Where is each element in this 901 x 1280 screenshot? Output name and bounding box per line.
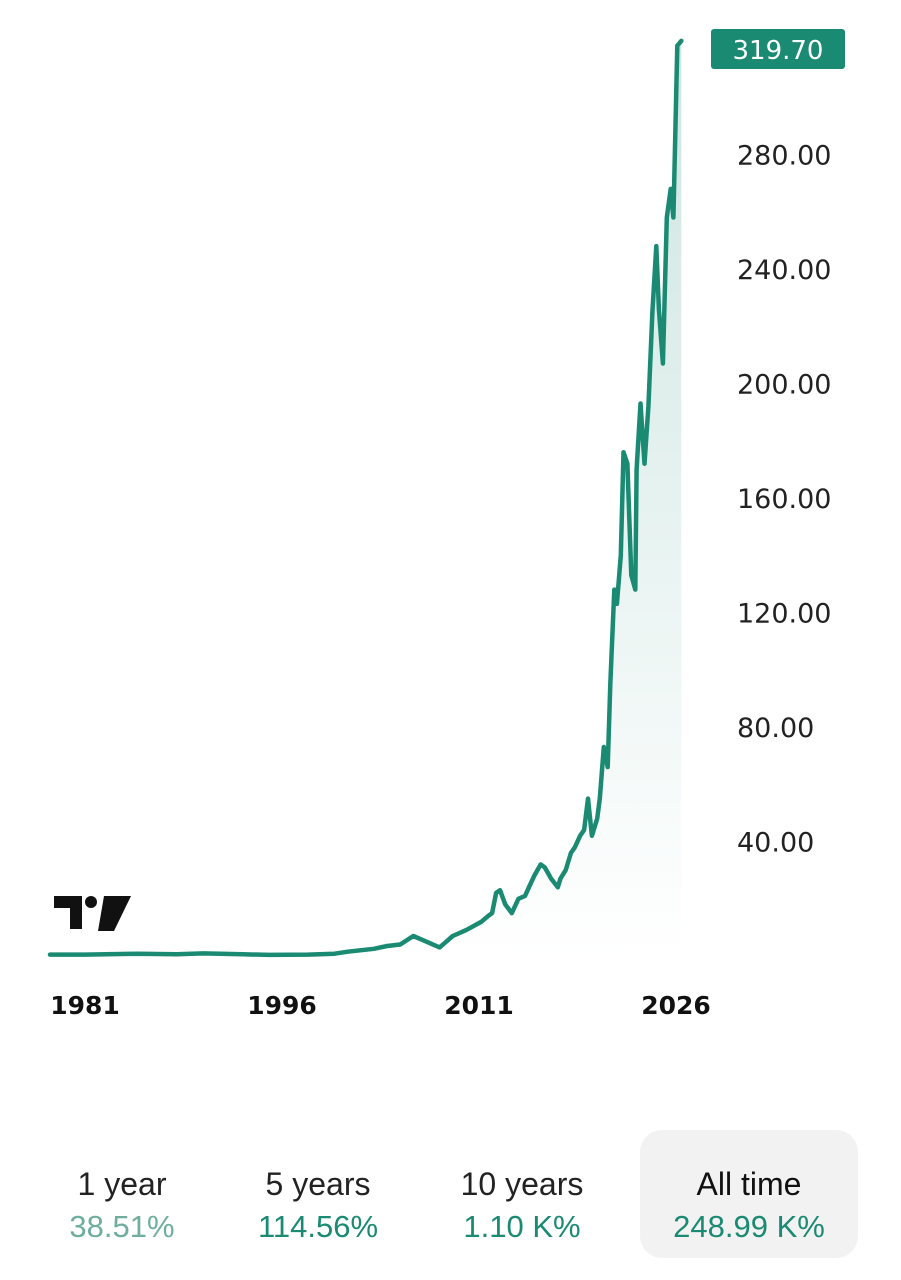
y-tick-label: 160.00: [737, 484, 831, 515]
period-value: 1.10 K%: [463, 1209, 581, 1244]
x-tick-label: 2026: [641, 991, 711, 1020]
period-10-years[interactable]: 10 years 1.10 K%: [416, 1130, 628, 1258]
y-tick-label: 240.00: [737, 255, 831, 286]
last-price-badge: 319.70: [711, 29, 845, 69]
period-5-years[interactable]: 5 years 114.56%: [220, 1130, 416, 1258]
y-tick-label: 120.00: [737, 599, 831, 630]
tradingview-logo-icon: [54, 896, 131, 931]
period-value: 38.51%: [69, 1209, 175, 1244]
x-tick-label: 2011: [444, 991, 514, 1020]
y-tick-label: 40.00: [737, 828, 814, 859]
period-label: 1 year: [77, 1166, 167, 1202]
y-tick-label: 280.00: [737, 141, 831, 172]
period-label: All time: [696, 1166, 802, 1202]
x-tick-label: 1996: [247, 991, 317, 1020]
last-price-label: 319.70: [733, 36, 824, 66]
period-label: 5 years: [265, 1166, 371, 1202]
y-tick-label: 80.00: [737, 713, 814, 744]
price-chart: 40.00 80.00 120.00 160.00 200.00 240.00 280.00…: [47, 29, 845, 1020]
period-selector: 1 year 38.51% 5 years 114.56% 10 years 1…: [24, 1130, 864, 1258]
period-label: 10 years: [460, 1166, 584, 1202]
period-1-year[interactable]: 1 year 38.51%: [24, 1130, 220, 1258]
x-tick-label: 1981: [50, 991, 120, 1020]
period-all-time[interactable]: All time 248.99 K%: [640, 1130, 858, 1258]
period-value: 114.56%: [257, 1209, 379, 1244]
y-tick-label: 200.00: [737, 370, 831, 401]
y-axis: 40.00 80.00 120.00 160.00 200.00 240.00 280.00: [737, 141, 831, 859]
area-fill: [50, 40, 682, 956]
price-line: [47, 38, 684, 958]
x-axis: 1981 1996 2011 2026: [50, 991, 711, 1020]
period-value: 248.99 K%: [673, 1209, 825, 1244]
